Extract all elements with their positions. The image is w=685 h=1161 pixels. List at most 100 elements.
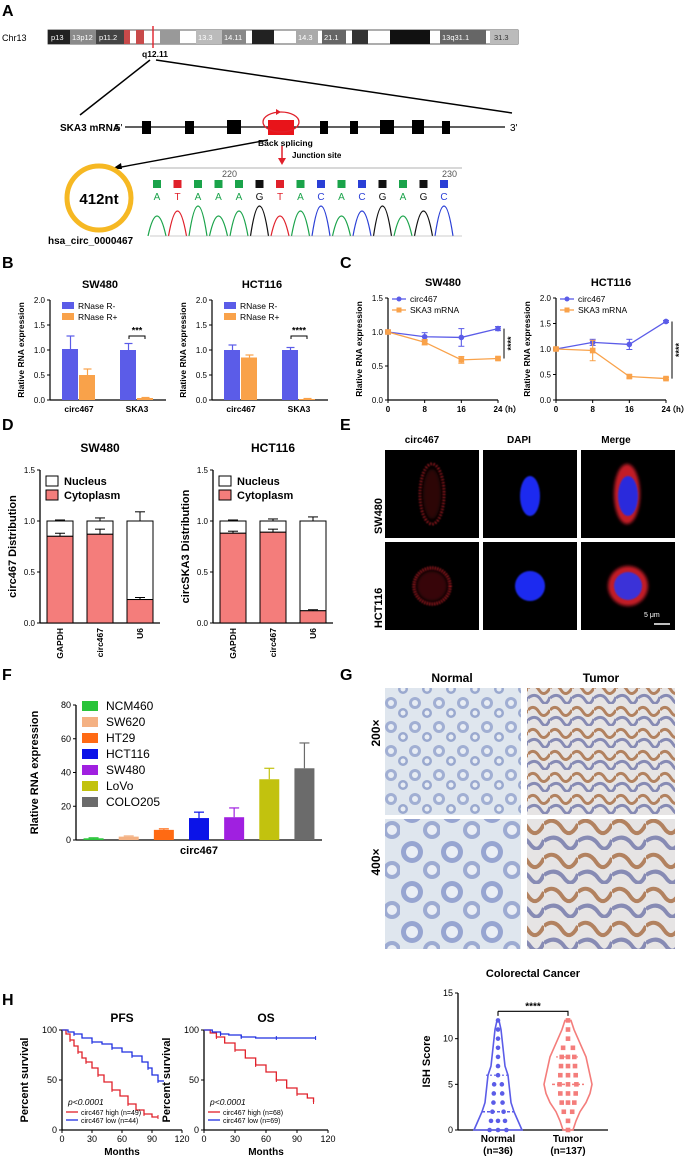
data-point: [574, 1082, 579, 1087]
base-letter: A: [215, 192, 222, 203]
y-tick-label: 1.5: [197, 466, 209, 475]
y-tick-label: 2.0: [34, 296, 46, 305]
bar-cytoplasm: [126, 599, 154, 624]
group-n-label: (n=137): [550, 1146, 585, 1157]
base-call-square: [255, 180, 264, 188]
chromatogram-peak: [290, 210, 311, 237]
three-prime-label: 3': [510, 123, 518, 134]
x-tick-label: 16: [625, 405, 634, 414]
panel-h-survival: PFS Percent survival 0 50 100 0 30 60 90 120 Month…: [19, 1011, 336, 1158]
base-letter: C: [358, 192, 365, 203]
panel-label-b: B: [2, 255, 14, 272]
base-call-square: [317, 180, 325, 188]
chart-title: HCT116: [242, 279, 282, 291]
data-point: [565, 1100, 571, 1105]
y-tick-label: 0: [448, 1125, 453, 1135]
bar: [224, 350, 240, 400]
base-letter: A: [297, 192, 304, 203]
x-tick-label: SKA3: [288, 404, 311, 414]
data-point: [495, 1018, 501, 1023]
data-point: [488, 1118, 494, 1124]
legend-swatch: [45, 475, 59, 487]
significance-label: ****: [525, 1001, 541, 1012]
data-point: [572, 1100, 577, 1105]
y-axis-label: Rlative RNA expression: [522, 301, 532, 397]
band-label: 31.3: [494, 33, 509, 42]
legend-label: SKA3 mRNA: [410, 305, 459, 315]
chart-title: SW480: [82, 279, 118, 291]
base-letter: G: [420, 192, 428, 203]
bar: [189, 818, 209, 840]
chromatogram-peak: [249, 205, 270, 237]
fish-col-label: Merge: [601, 435, 631, 446]
bar: [79, 375, 95, 400]
chromosome-ideogram: p13 13p12 p11.2 13.3 14.11 14.3 21.1 13q…: [47, 26, 519, 48]
data-point: [500, 1100, 505, 1105]
legend-label: RNase R-: [240, 301, 277, 311]
y-tick-label: 0.5: [24, 568, 36, 577]
bar: [118, 836, 139, 840]
base-letter: T: [174, 192, 180, 203]
bar-nucleus: [299, 520, 327, 612]
data-point: [421, 339, 428, 345]
bar: [294, 768, 315, 840]
significance-label: ****: [506, 336, 516, 351]
significance-label: ****: [292, 326, 307, 336]
panel-g-ish: Normal Tumor 200× 400×: [369, 671, 675, 949]
exons: [142, 120, 450, 135]
y-tick-label: 2.0: [196, 296, 208, 305]
chart-title: HCT116: [591, 277, 631, 289]
x-tick-label: 24: [494, 405, 503, 414]
chromatogram-peak: [311, 205, 331, 237]
x-axis-label: Months: [104, 1147, 140, 1158]
legend-label: NCM460: [106, 699, 154, 713]
chromatogram-peak: [147, 215, 167, 237]
bar: [282, 350, 298, 400]
y-tick-label: 0.0: [24, 619, 36, 628]
y-tick-label: 1.5: [34, 321, 46, 330]
band-label: 14.11: [224, 33, 242, 42]
x-tick-label: 24: [662, 405, 671, 414]
x-tick-label: Tumor: [553, 1134, 583, 1145]
x-tick-label: circ467: [95, 628, 105, 658]
x-tick-label: circ467: [226, 404, 256, 414]
ish-image-normal-200x: [385, 688, 521, 815]
data-point: [499, 1082, 505, 1087]
data-point: [495, 325, 501, 332]
chromosome-label: Chr13: [2, 33, 27, 43]
y-tick-label: 100: [42, 1025, 57, 1035]
legend-swatch: [82, 797, 98, 807]
chromatogram-peak: [331, 215, 352, 237]
junction-arrow-icon: [278, 158, 286, 165]
survival-curve: [62, 1029, 158, 1118]
zoom-line-left: [79, 59, 151, 116]
data-point: [495, 1127, 501, 1133]
base-letter: G: [379, 192, 387, 203]
legend-swatch: [218, 489, 232, 501]
legend-label: LoVo: [106, 779, 134, 793]
x-tick-label: U6: [135, 628, 145, 639]
y-axis-label: circ467 Distribution: [7, 495, 19, 598]
panel-c-charts: SW480 Rlative RNA expression 0.0 0.5 1.0 1.5 0…: [354, 277, 685, 414]
survival-chart-os: OS Percent survival 0 50 100 0 30 60 90 120 Months…: [161, 1011, 336, 1158]
data-point: [495, 1054, 501, 1060]
y-tick-label: 0.0: [372, 396, 384, 405]
panel-label-h: H: [2, 992, 14, 1009]
base-call-square: [153, 180, 161, 188]
data-point: [561, 1109, 567, 1115]
panel-e-fish: circ467 DAPI Merge SW480 HCT116 5 μm: [373, 435, 675, 630]
data-point: [558, 1072, 563, 1078]
data-point: [565, 1127, 571, 1133]
chromatogram-peak: [413, 210, 434, 237]
locus-label: q12.11: [142, 49, 168, 59]
chromatogram-peak: [352, 210, 372, 237]
survival-curve: [204, 1029, 315, 1102]
band-label: p11.2: [99, 33, 117, 42]
legend-swatch: [218, 475, 232, 487]
chart-title: Colorectal Cancer: [486, 968, 581, 980]
data-point: [504, 1127, 509, 1133]
back-splicing-label: Back splicing: [258, 138, 313, 148]
data-point: [569, 1109, 575, 1115]
bar: [120, 350, 136, 400]
